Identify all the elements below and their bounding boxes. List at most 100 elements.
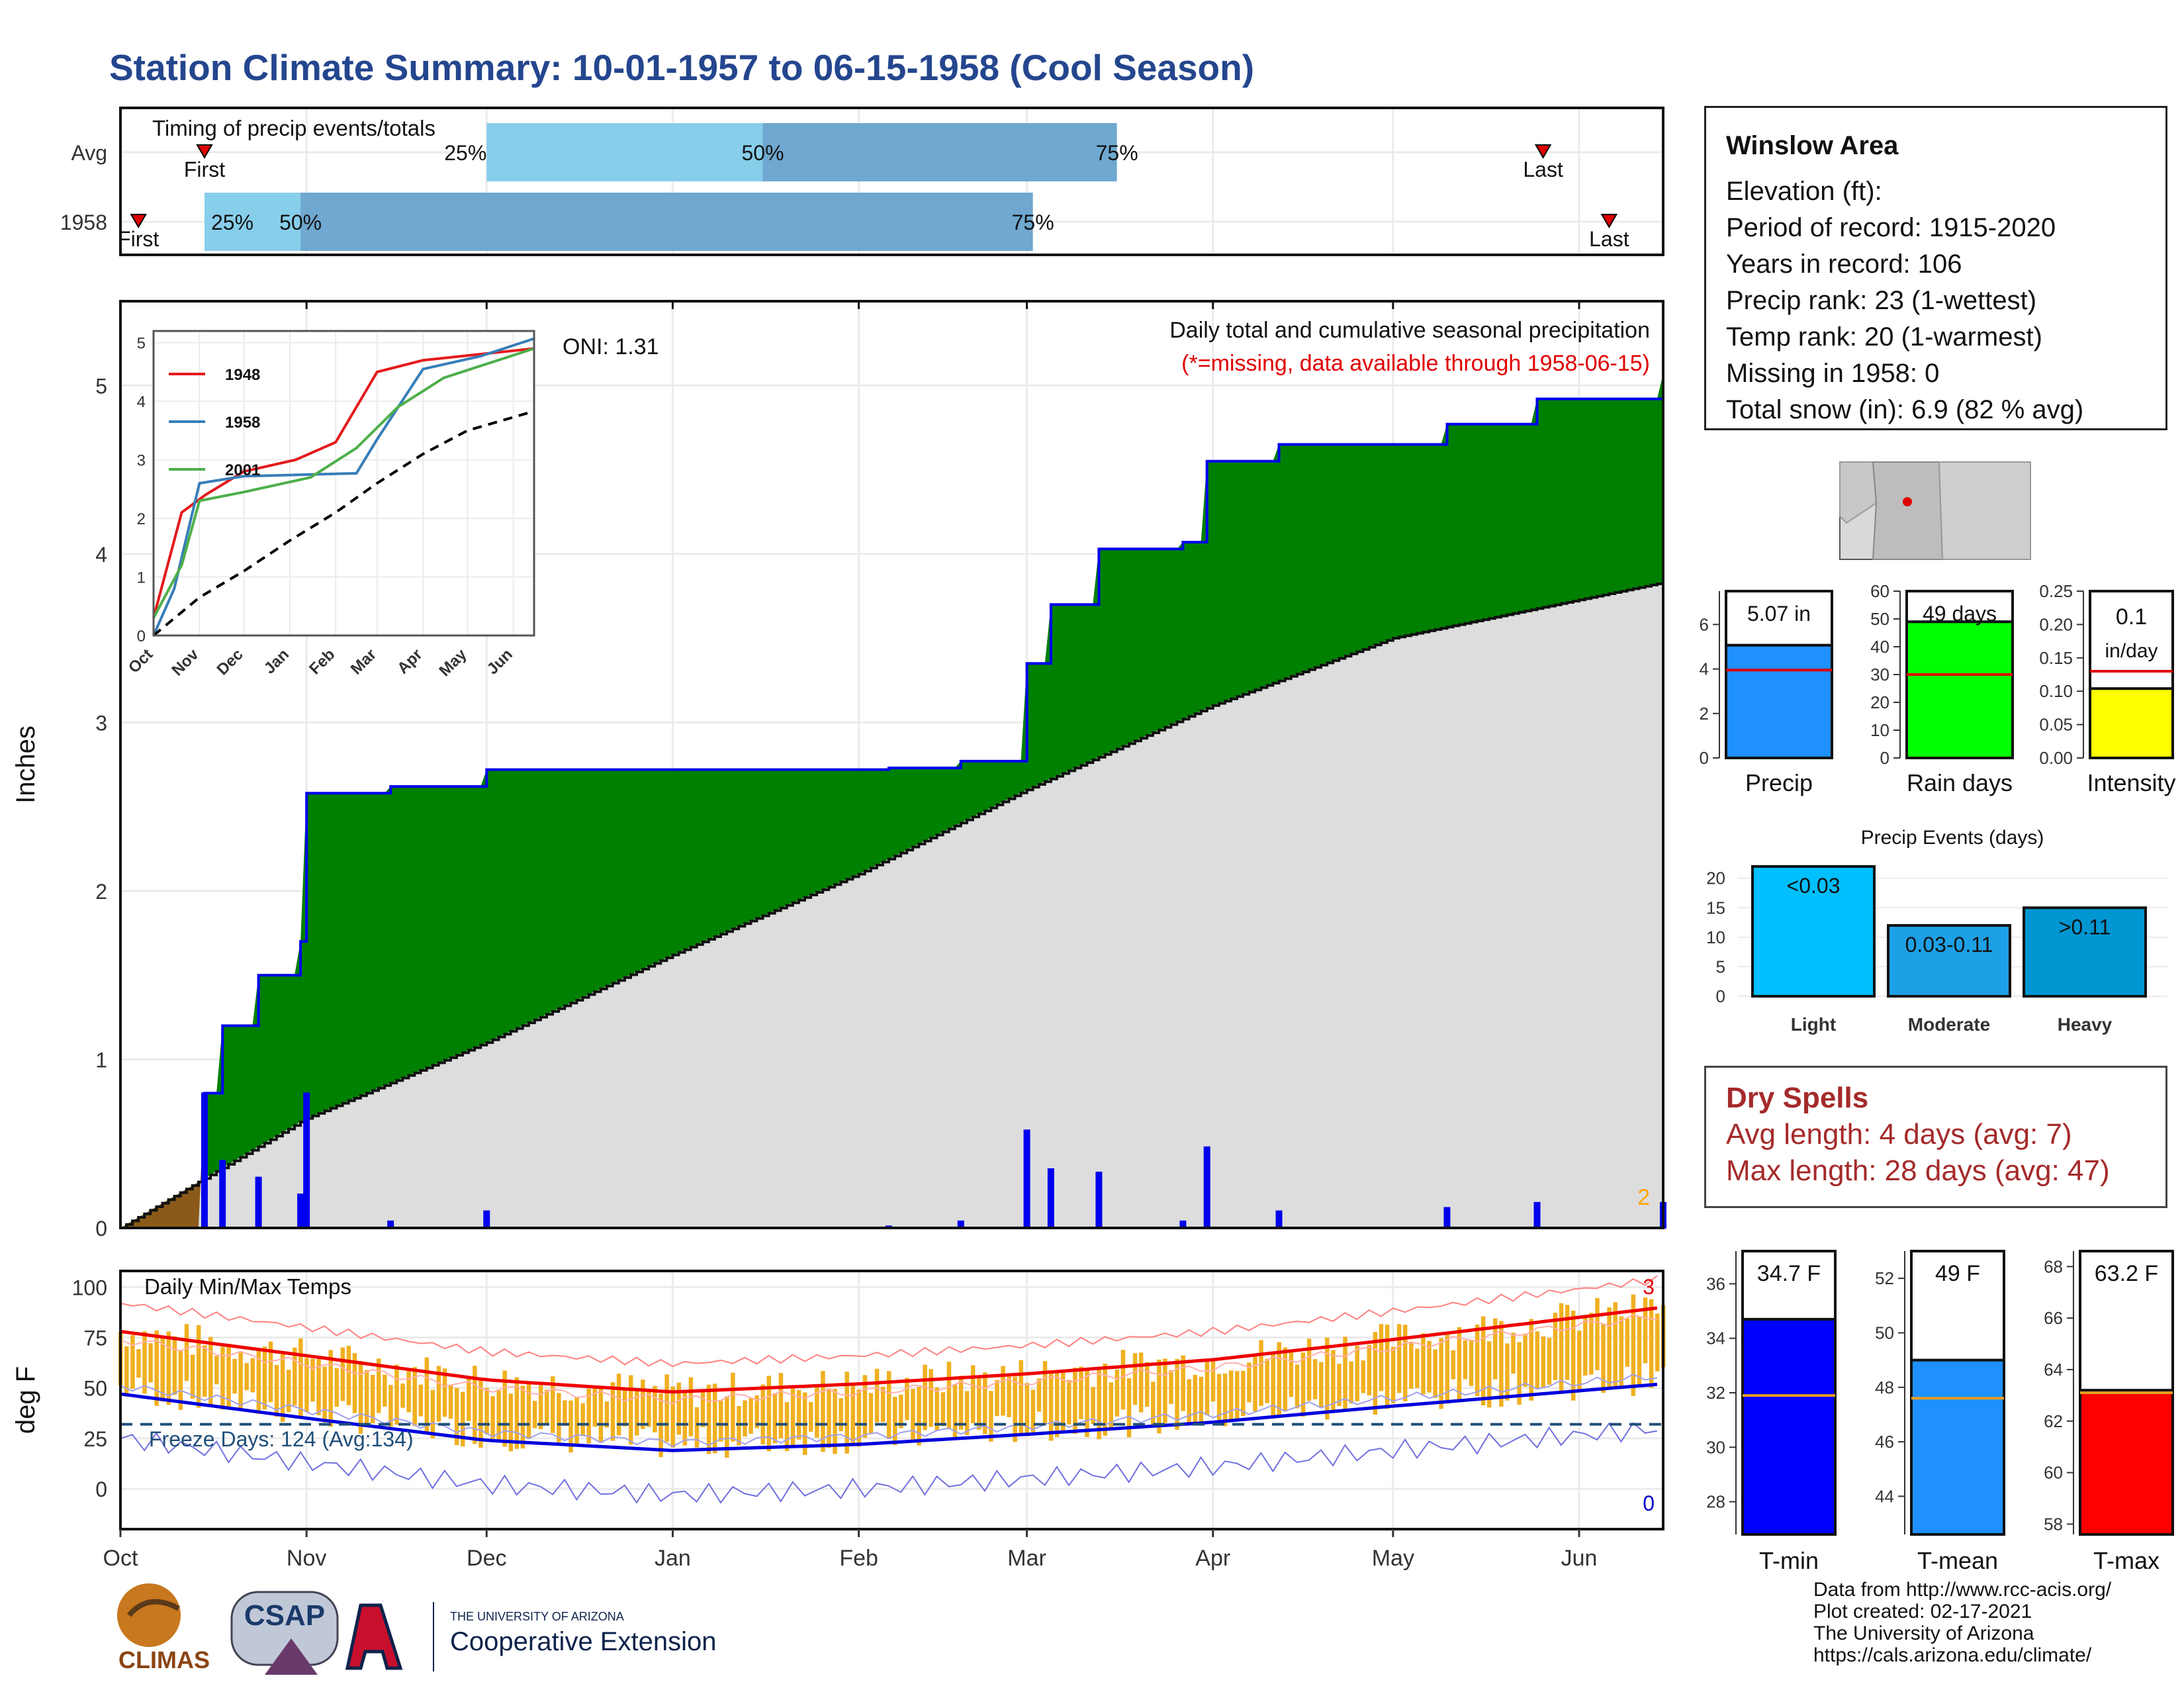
daily-temp-bar [1181,1355,1185,1411]
daily-temp-bar [232,1358,237,1394]
daily-temp-bar [1493,1318,1498,1380]
dry-spells-max: Max length: 28 days (avg: 47) [1726,1154,2110,1187]
timing-bar-q1 [486,123,763,181]
hot-days-count: 3 [1643,1275,1655,1299]
mini-bar-tick-label: 60 [1870,581,1889,601]
daily-temp-bar [574,1397,579,1446]
daily-temp-bar [208,1336,213,1407]
daily-temp-bar [749,1398,753,1434]
daily-temp-bar [839,1398,843,1432]
daily-temp-bar [1409,1341,1414,1389]
mini-bar-label-box [1905,590,2014,624]
daily-temp-bar [784,1402,790,1452]
daily-temp-bar [274,1365,279,1417]
daily-temp-bar [1457,1327,1462,1403]
daily-temp-bar [706,1384,711,1454]
daily-temp-bar [1030,1389,1036,1432]
precip-y-tick: 1 [95,1048,107,1072]
daily-temp-bar [124,1346,129,1397]
temp-y-tick: 25 [83,1427,107,1451]
daily-temp-bar [1289,1352,1294,1397]
daily-temp-bar [827,1388,831,1448]
daily-temp-bar [580,1403,585,1436]
daily-temp-bar [1079,1366,1083,1419]
daily-temp-bar [508,1393,514,1452]
daily-temp-bar [712,1383,717,1454]
daily-temp-bar [1300,1352,1306,1417]
daily-temp-bar [1187,1379,1191,1426]
daily-temp-bar [850,1382,856,1446]
daily-temp-bar [298,1338,303,1417]
mini-bar-label-box [1725,590,1833,647]
last-event-label: Last [1523,158,1563,181]
daily-temp-bar [1607,1307,1612,1389]
average-cumulative-line [120,583,1664,1229]
mini-bar-tick-label: 10 [1870,720,1889,740]
daily-temp-bar [995,1380,999,1417]
mini-bar-value-label: 49 days [1923,602,1997,626]
timing-panel-label: Timing of precip events/totals [152,116,435,140]
daily-temp-bar [934,1387,940,1431]
daily-temp-bar [1559,1303,1564,1393]
temp-bar-name: T-max [2093,1547,2160,1574]
daily-temp-bar [1553,1313,1558,1380]
cold-days-count: 0 [1643,1491,1655,1515]
daily-temp-bar [1235,1371,1240,1419]
daily-temp-bar [136,1349,141,1378]
daily-temp-bar [647,1388,651,1427]
daily-temp-bar [377,1358,381,1413]
mini-bar-tick-label: 0.10 [2039,681,2073,701]
daily-temp-bar [370,1374,375,1424]
temp-y-tick: 0 [95,1477,107,1501]
temp-bar-tick-label: 32 [1706,1383,1725,1403]
daily-temp-bar [641,1380,645,1429]
daily-temp-bar [1570,1310,1576,1401]
daily-temp-bar [1216,1374,1222,1421]
daily-temp-bar [400,1383,405,1408]
daily-temp-bar [1144,1362,1150,1407]
info-line: Precip rank: 23 (1-wettest) [1726,286,2037,315]
daily-temp-bar [1013,1376,1017,1442]
mini-bar-tick-label: 0 [1700,748,1709,768]
mini-bar-tick-label: 0.05 [2039,715,2073,735]
daily-temp-bar [551,1376,555,1433]
daily-temp-bar [1024,1383,1030,1436]
daily-temp-bar [1445,1332,1449,1404]
daily-precip-bar [201,1092,208,1229]
last-event-marker [1600,214,1618,228]
daily-temp-bar [1319,1362,1324,1408]
daily-temp-bar [1169,1370,1173,1405]
precip-event-bar [1751,865,1876,998]
daily-temp-bar [616,1374,621,1436]
daily-temp-bar [743,1400,747,1437]
record-low-line [120,1422,1658,1504]
x-axis-month-label: May [1372,1546,1414,1571]
daily-temp-bar [977,1376,981,1430]
daily-temp-bar [628,1375,633,1445]
cooperative-extension-text: Cooperative Extension [450,1627,716,1656]
daily-temp-bar [688,1377,694,1436]
daily-temp-bar [262,1346,267,1410]
info-line: Years in record: 106 [1726,250,1962,279]
daily-temp-bar [1505,1343,1510,1401]
timing-p75-label: 75% [1096,141,1138,165]
daily-temp-bar [682,1391,688,1446]
daily-temp-bar [700,1391,705,1428]
daily-temp-bar [1157,1359,1161,1434]
temp-bar-label-box [1910,1250,2005,1362]
first-event-label: First [118,227,159,251]
daily-temp-bar [1054,1372,1060,1437]
daily-temp-bar [737,1405,741,1446]
mini-bar-tick-label: 0.25 [2039,581,2073,601]
inset-legend-label: 2001 [225,461,260,479]
daily-temp-bar [1091,1387,1095,1425]
daily-temp-bar [346,1346,351,1405]
daily-temp-bar [358,1360,363,1434]
temp-bar-name: T-min [1759,1547,1819,1574]
daily-temp-bar [1126,1378,1132,1438]
daily-temp-bar [1577,1331,1582,1390]
dry-spells-heading: Dry Spells [1726,1082,1869,1114]
daily-temp-bar [1655,1313,1660,1372]
daily-temp-bar [899,1394,903,1429]
